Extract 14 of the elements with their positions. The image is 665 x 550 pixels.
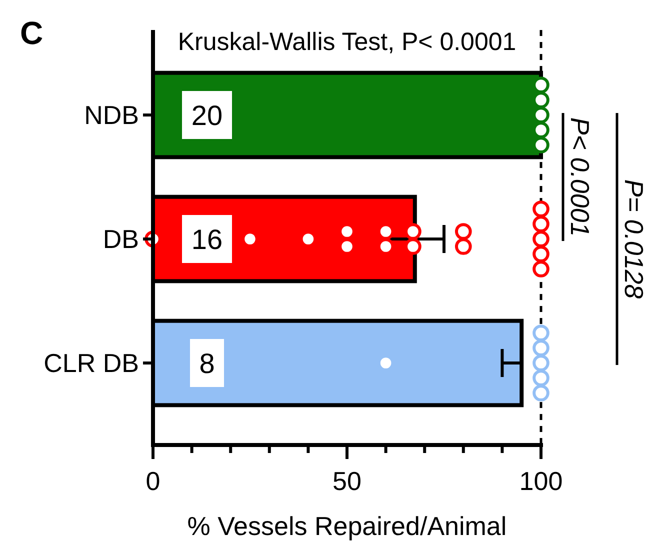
annotation: 8 [199,348,215,379]
chart-subtitle: Kruskal-Wallis Test, P< 0.0001 [178,28,516,56]
y-tick-label: NDB [84,100,139,130]
x-axis-title: % Vessels Repaired/Animal [187,511,507,541]
x-tick-label: 100 [519,466,563,496]
annotation: 20 [191,100,223,131]
annotation: 16 [191,224,223,255]
text: P= 0.0128 [619,179,649,300]
text: C [20,15,44,51]
text: P< 0.0001 [565,117,595,237]
x-tick-label: 0 [146,466,160,496]
y-tick-label: DB [102,224,139,254]
x-tick-label: 50 [332,466,362,496]
y-tick-label: CLR DB [44,348,139,378]
